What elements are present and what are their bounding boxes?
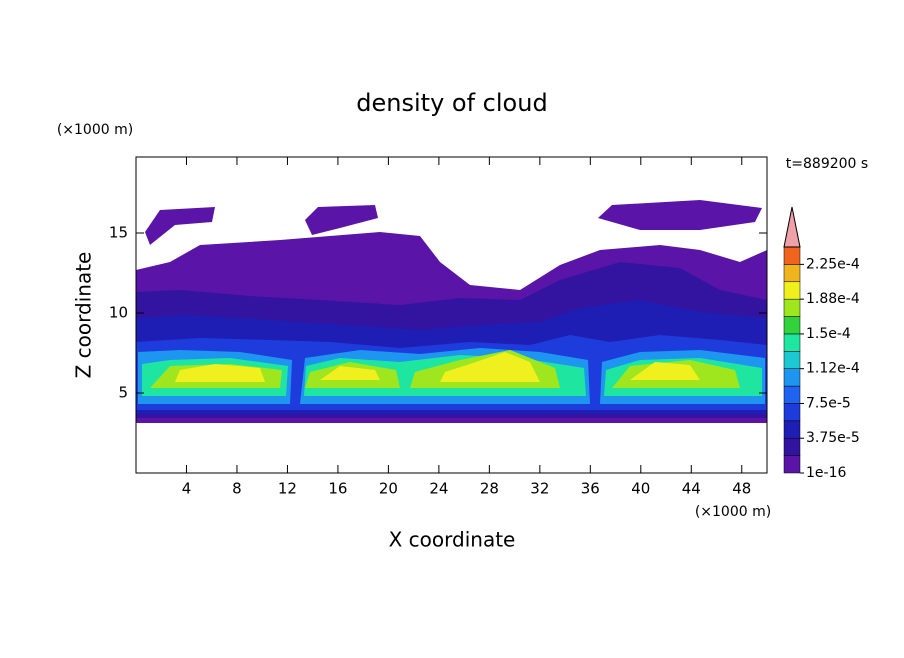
plot-frame	[135, 156, 768, 474]
x-tick-label: 4	[182, 480, 192, 498]
colorbar-label: 1.5e-4	[806, 326, 851, 342]
colorbar-label: 7.5e-5	[806, 395, 851, 411]
x-tick-label: 20	[379, 480, 398, 498]
x-tick-label: 44	[682, 480, 701, 498]
y-unit: (×1000 m)	[57, 122, 133, 138]
y-tick-label: 5	[118, 384, 128, 402]
x-tick-label: 28	[480, 480, 499, 498]
contour-region	[175, 352, 700, 382]
colorbar-box	[783, 246, 801, 265]
x-tick-label: 36	[581, 480, 600, 498]
chart-title: density of cloud	[356, 89, 547, 117]
y-tick-label: 15	[109, 224, 128, 242]
contour-field	[136, 200, 767, 423]
colorbar-box	[783, 351, 801, 369]
x-tick-label: 12	[278, 480, 297, 498]
x-tick-label: 40	[631, 480, 650, 498]
colorbar-label: 3.75e-5	[806, 430, 860, 446]
x-tick-label: 24	[429, 480, 448, 498]
colorbar-extend	[783, 206, 801, 248]
x-axis-label: X coordinate	[389, 528, 516, 552]
colorbar-box	[783, 420, 801, 439]
colorbar-box	[783, 298, 801, 317]
x-tick-label: 32	[530, 480, 549, 498]
x-tick-label: 8	[232, 480, 242, 498]
colorbar-box	[783, 368, 801, 387]
x-tick-label: 16	[328, 480, 347, 498]
colorbar-box	[783, 316, 801, 335]
colorbar-label: 1.88e-4	[806, 291, 860, 307]
x-tick-label: 48	[732, 480, 751, 498]
colorbar-label: 1e-16	[806, 465, 846, 481]
colorbar-box	[783, 281, 801, 300]
colorbar-box	[783, 385, 801, 404]
colorbar-label: 2.25e-4	[806, 256, 860, 272]
colorbar-box	[783, 403, 801, 422]
colorbar-box	[783, 264, 801, 283]
colorbar-label: 1.12e-4	[806, 361, 860, 377]
y-tick-label: 10	[109, 304, 128, 322]
x-unit: (×1000 m)	[695, 504, 771, 520]
colorbar-box	[783, 437, 801, 456]
annotation: t=889200 s	[786, 156, 868, 172]
colorbar-box	[783, 333, 801, 352]
colorbar-box	[783, 455, 801, 474]
y-axis-label: Z coordinate	[72, 252, 96, 379]
